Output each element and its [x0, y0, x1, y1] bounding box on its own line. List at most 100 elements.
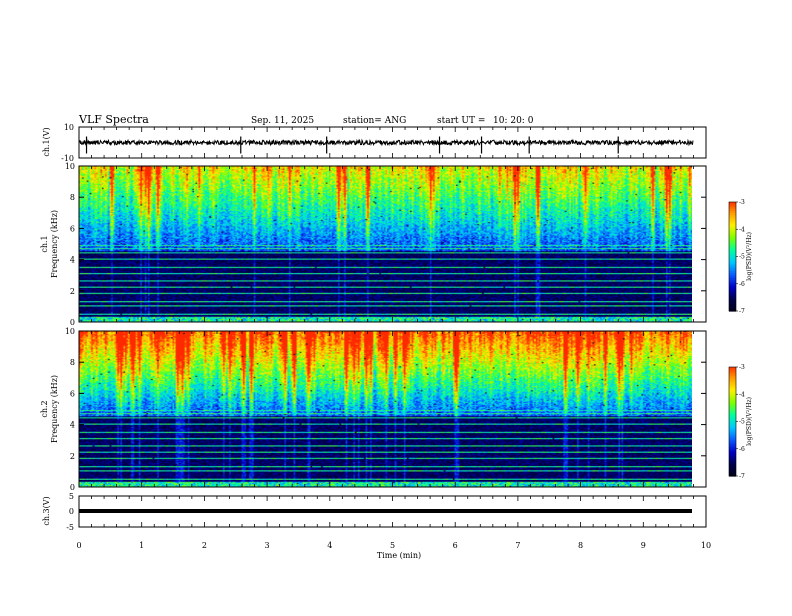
- time-tick-label: 6: [453, 541, 458, 550]
- colorbar-segment: [729, 225, 736, 229]
- colorbar-segment: [729, 267, 736, 270]
- colorbar-segment: [729, 251, 736, 254]
- colorbar-segment: [729, 218, 736, 221]
- colorbar-segment: [729, 425, 736, 428]
- colorbar-segment: [729, 437, 736, 441]
- freq-tick-label: 8: [70, 358, 75, 367]
- colorbar-segment: [729, 421, 736, 424]
- colorbar-segment: [729, 439, 736, 443]
- header-station: station= ANG: [343, 116, 406, 126]
- colorbar-segment: [729, 403, 736, 406]
- colorbar-segment: [729, 238, 736, 241]
- colorbar-segment: [729, 281, 736, 285]
- colorbar-segment: [729, 397, 736, 401]
- colorbar-segment: [729, 292, 736, 296]
- header-start-time: 10: 20: 0: [493, 116, 534, 126]
- colorbar-segment: [729, 236, 736, 239]
- colorbar-segment: [729, 271, 736, 274]
- figure-title: VLF Spectra: [78, 113, 149, 126]
- freq-tick-label: 0: [70, 483, 75, 492]
- colorbar-segment: [729, 381, 736, 384]
- freq-tick-label: 4: [70, 256, 75, 265]
- colorbar-segment: [729, 472, 736, 475]
- header-date: Sep. 11, 2025: [251, 116, 314, 126]
- colorbar-tick-label: -7: [739, 308, 745, 315]
- colorbar-segment: [729, 243, 736, 247]
- colorbar-segment: [729, 396, 736, 399]
- ch1-spectrogram-image: [79, 166, 692, 322]
- colorbar-tick-label: -5: [739, 419, 745, 426]
- colorbar-segment: [729, 434, 736, 437]
- time-tick-label: 4: [327, 541, 332, 550]
- colorbar-segment: [729, 401, 736, 404]
- colorbar-segment: [729, 428, 736, 432]
- ch1-spectrogram-ylabel-top: ch.1: [40, 235, 49, 252]
- colorbar-tick-label: -7: [739, 473, 745, 480]
- colorbar-segment: [729, 234, 736, 238]
- ch3-ytick-top: 5: [69, 492, 74, 501]
- colorbar-segment: [729, 441, 736, 444]
- ch3-waveform-ylabel: ch.3(V): [42, 496, 51, 525]
- colorbar-segment: [729, 406, 736, 410]
- colorbar-segment: [729, 280, 736, 283]
- ch3-ytick-mid: 0: [69, 507, 74, 516]
- ch2-spectrogram-ylabel-top: ch.2: [40, 400, 49, 417]
- freq-tick-label: 0: [70, 318, 75, 327]
- colorbar-segment: [729, 436, 736, 439]
- colorbar-segment: [729, 227, 736, 230]
- colorbar-segment: [729, 468, 736, 472]
- colorbar-segment: [729, 309, 736, 312]
- colorbar-tick-label: -4: [739, 226, 745, 233]
- colorbar-segment: [729, 416, 736, 419]
- colorbar-segment: [729, 214, 736, 218]
- ch3-ytick-bottom: -5: [66, 523, 74, 532]
- colorbar-segment: [729, 285, 736, 288]
- colorbar-segment: [729, 414, 736, 417]
- ch2-spectrogram-panel: ch.2 Frequency (kHz) 0 2 4 6 8 10 -3 -4 -5 -6 -7 l…: [40, 327, 753, 492]
- colorbar-segment: [729, 377, 736, 381]
- colorbar-segment: [729, 452, 736, 455]
- colorbar-segment: [729, 276, 736, 279]
- time-tick-label: 7: [515, 541, 520, 550]
- time-tick-label: 3: [265, 541, 270, 550]
- ch1-spike-group: [85, 136, 619, 154]
- colorbar-segment: [729, 445, 736, 448]
- colorbar-segment: [729, 390, 736, 394]
- time-tick-label: 9: [641, 541, 646, 550]
- freq-tick-label: 10: [65, 162, 75, 171]
- colorbar-segment: [729, 459, 736, 463]
- colorbar-segment: [729, 229, 736, 232]
- time-tick-labels: 0 1 2 3 4 5 6 7 8 9 10: [76, 541, 711, 550]
- header-start-label: start UT =: [437, 116, 485, 126]
- time-tick-label: 0: [76, 541, 81, 550]
- freq-tick-label: 6: [70, 224, 75, 233]
- colorbar-segment: [729, 388, 736, 392]
- freq-tick-label: 2: [70, 452, 75, 461]
- colorbar-segment: [729, 394, 736, 397]
- colorbar-segment: [729, 211, 736, 214]
- colorbar-segment: [729, 386, 736, 390]
- colorbar-segment: [729, 385, 736, 388]
- colorbar-segment: [729, 426, 736, 430]
- ch2-colorbar: -3 -4 -5 -6 -7 log(PSD)(V²/Hz): [728, 364, 753, 480]
- ch1-waveform-trace: [78, 138, 694, 147]
- colorbar-segment: [729, 461, 736, 464]
- colorbar-segment: [729, 207, 736, 210]
- colorbar-segment: [729, 272, 736, 276]
- colorbar-segment: [729, 216, 736, 219]
- colorbar-segment: [729, 410, 736, 414]
- ch2-spectrogram-image: [79, 331, 692, 487]
- colorbar-tick-label: -4: [739, 391, 745, 398]
- colorbar-segment: [729, 454, 736, 457]
- ch1-spectrogram-ylabel: Frequency (kHz): [50, 210, 59, 278]
- time-tick-label: 8: [578, 541, 583, 550]
- colorbar-tick-label: -3: [739, 364, 745, 371]
- colorbar-segment: [729, 305, 736, 308]
- colorbar-segment: [729, 261, 736, 265]
- x-axis-label: Time (min): [377, 551, 421, 560]
- freq-tick-label: 2: [70, 287, 75, 296]
- colorbar-segment: [729, 430, 736, 433]
- colorbar-segment: [729, 256, 736, 259]
- colorbar-segment: [729, 376, 736, 379]
